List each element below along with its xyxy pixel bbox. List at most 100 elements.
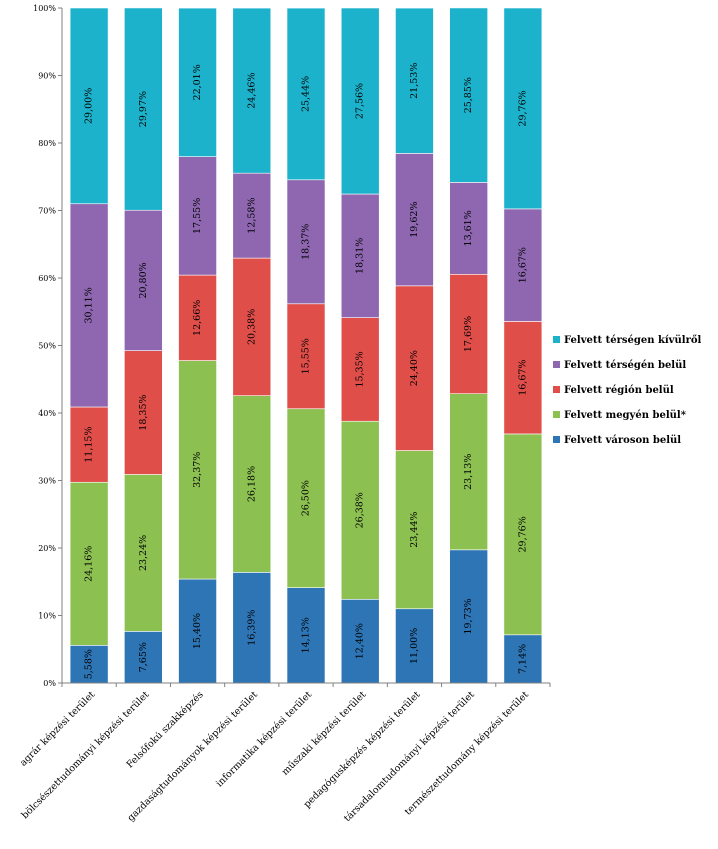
- bar-segment: [178, 7, 217, 157]
- data-label: 11,00%: [409, 628, 420, 664]
- data-label: 18,37%: [301, 224, 312, 260]
- legend-label: Felvett térségen kívülről: [564, 335, 702, 346]
- legend: Felvett térségen kívülről Felvett térségé…: [553, 335, 702, 446]
- bar-segment: [395, 450, 434, 610]
- data-label: 12,40%: [355, 623, 366, 659]
- legend-label: Felvett térségén belül: [564, 360, 686, 371]
- bar-segment: [232, 7, 272, 174]
- x-tick-label: informatika képzési terület: [214, 689, 314, 789]
- data-label: 30,11%: [84, 287, 95, 323]
- bar-segment: [286, 408, 326, 588]
- y-tick-label: 70%: [38, 207, 56, 216]
- data-label: 21,53%: [409, 63, 420, 99]
- data-label: 20,80%: [138, 262, 149, 298]
- bar-segment: [124, 350, 163, 475]
- y-tick-label: 80%: [38, 139, 56, 148]
- bar-segment: [449, 182, 488, 275]
- bar-segment: [178, 274, 217, 361]
- bar-segment: [178, 578, 217, 684]
- data-label: 18,35%: [138, 394, 149, 430]
- legend-label: Felvett régión belül: [564, 385, 674, 396]
- data-label: 27,56%: [355, 83, 366, 119]
- bar-segment: [395, 285, 434, 451]
- data-label: 16,67%: [517, 247, 528, 283]
- legend-swatch: [553, 411, 560, 418]
- data-label: 29,76%: [517, 516, 528, 552]
- bar-segment: [395, 7, 434, 154]
- plot-area: 0% 10% 20% 30% 40% 50% 60% 70% 80% 90% 100% 5,58% 24…: [18, 4, 551, 824]
- y-tick-label: 20%: [38, 544, 56, 553]
- x-tick-label: pedagógusképzés képzési terület: [302, 689, 423, 810]
- bar-segment: [124, 7, 163, 211]
- bar-segment: [286, 303, 326, 410]
- data-label: 22,01%: [192, 64, 203, 100]
- bar-segment: [503, 634, 543, 684]
- data-label: 7,14%: [517, 644, 528, 674]
- bar-segment: [286, 7, 326, 181]
- legend-swatch: [553, 336, 560, 343]
- bar-segment: [449, 7, 488, 183]
- data-label: 16,67%: [517, 360, 528, 396]
- data-label: 25,85%: [463, 77, 474, 113]
- data-label: 20,38%: [246, 309, 257, 345]
- legend-label: Felvett megyén belül*: [564, 410, 687, 421]
- data-label: 23,24%: [138, 535, 149, 571]
- data-label: 15,40%: [192, 613, 203, 649]
- data-label: 26,50%: [301, 480, 312, 516]
- data-label: 16,39%: [246, 610, 257, 646]
- y-tick-label: 40%: [38, 409, 56, 418]
- data-label: 24,16%: [84, 546, 95, 582]
- data-label: 7,65%: [138, 642, 149, 672]
- legend-swatch: [553, 361, 560, 368]
- data-label: 25,44%: [301, 76, 312, 112]
- bar-segment: [69, 645, 109, 684]
- bar-segment: [286, 179, 326, 305]
- data-label: 18,31%: [355, 238, 366, 274]
- y-tick-label: 50%: [38, 342, 56, 351]
- bar-segment: [340, 317, 380, 422]
- legend-label: Felvett városon belül: [564, 435, 681, 446]
- bar-segment: [503, 433, 543, 636]
- bar-segment: [503, 208, 543, 322]
- data-label: 32,37%: [192, 452, 203, 488]
- bar-segment: [69, 481, 109, 646]
- bar-segment: [503, 321, 543, 435]
- y-tick-label: 10%: [38, 612, 56, 621]
- bar-segment: [395, 153, 434, 287]
- data-label: 14,13%: [301, 617, 312, 653]
- y-tick-label: 0%: [43, 679, 56, 688]
- bar-segment: [340, 193, 380, 318]
- data-label: 26,18%: [246, 466, 257, 502]
- bar-segment: [232, 257, 272, 396]
- data-label: 23,13%: [463, 454, 474, 490]
- bar-segment: [232, 395, 272, 573]
- legend-swatch: [553, 386, 560, 393]
- data-label: 5,58%: [84, 649, 95, 679]
- data-label: 12,58%: [246, 198, 257, 234]
- data-label: 15,55%: [301, 338, 312, 374]
- bar-segment: [69, 7, 109, 205]
- y-tick-label: 60%: [38, 274, 56, 283]
- bar-segment: [124, 474, 163, 632]
- bar-segment: [340, 420, 380, 600]
- data-label: 29,00%: [84, 88, 95, 124]
- data-label: 26,38%: [355, 492, 366, 528]
- data-label: 11,15%: [84, 427, 95, 463]
- data-label: 12,66%: [192, 300, 203, 336]
- data-label: 19,62%: [409, 201, 420, 237]
- bar-segment: [232, 172, 272, 259]
- data-label: 15,35%: [355, 351, 366, 387]
- data-label: 23,44%: [409, 512, 420, 548]
- bar-segment: [178, 156, 217, 276]
- x-tick-label: természettudomány képzési terület: [403, 689, 531, 817]
- bar-segment: [232, 572, 272, 684]
- y-tick-label: 90%: [38, 72, 56, 81]
- data-label: 29,97%: [138, 91, 149, 127]
- data-label: 19,73%: [463, 598, 474, 634]
- bar-segment: [340, 598, 380, 684]
- data-label: 24,46%: [246, 73, 257, 109]
- bar-segment: [449, 549, 488, 684]
- y-tick-label: 100%: [33, 4, 56, 13]
- bar-segment: [340, 7, 380, 195]
